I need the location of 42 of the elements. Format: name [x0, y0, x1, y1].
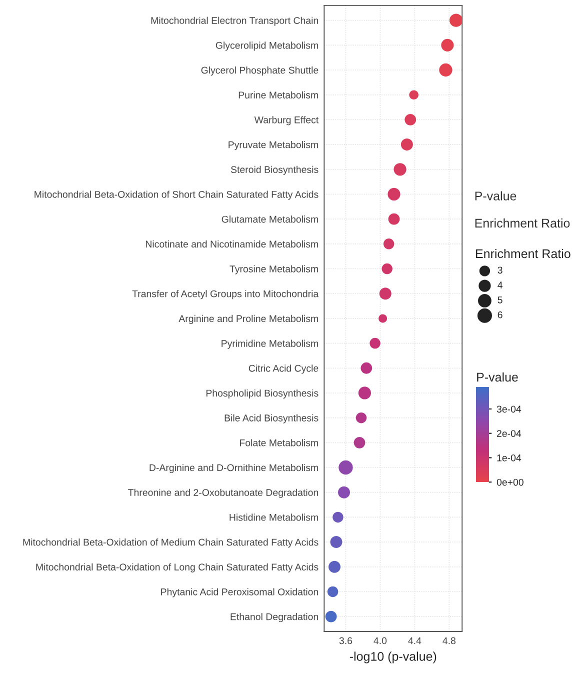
x-axis-title: -log10 (p-value) — [350, 652, 436, 664]
x-tick-label: 4.0 — [374, 637, 387, 644]
color-bar-label: 3e-04 — [496, 406, 522, 413]
y-tick-label: Mitochondrial Beta-Oxidation of Medium Chain Saturated Fatty Acids — [23, 538, 318, 548]
y-tick-label: Transfer of Acetyl Groups into Mitochondria — [132, 290, 319, 300]
x-tick-label: 4.4 — [408, 637, 422, 644]
y-tick-label: Glutamate Metabolism — [222, 216, 318, 223]
text: P-value — [475, 191, 516, 200]
legend-label: 3 — [498, 266, 502, 274]
y-tick-label: Mitochondrial Electron Transport Chain — [151, 16, 318, 26]
legend-label: 6 — [498, 311, 502, 318]
y-tick-label: Steroid Biosynthesis — [230, 166, 318, 175]
y-tick-label: Arginine and Proline Metabolism — [178, 314, 318, 324]
y-tick-label: Mitochondrial Beta-Oxidation of Long Chain Saturated Fatty Acids — [36, 563, 318, 572]
y-tick-label: Histidine Metabolism — [230, 514, 318, 521]
y-tick-label: Pyrimidine Metabolism — [222, 340, 318, 349]
y-tick-label: Folate Metabolism — [240, 439, 318, 446]
y-tick-label: Citric Acid Cycle — [248, 364, 318, 374]
y-tick-label: Phytanic Acid Peroxisomal Oxidation — [161, 588, 318, 598]
x-tick-label: 3.6 — [339, 637, 352, 644]
y-tick-label: Purine Metabolism — [238, 91, 318, 98]
y-tick-label: D-Arginine and D-Ornithine Metabolism — [150, 464, 318, 474]
y-tick-label: Pyruvate Metabolism — [228, 141, 318, 150]
y-tick-label: Mitochondrial Beta-Oxidation of Short Chain Saturated Fatty Acids — [34, 190, 318, 200]
legend-label: 5 — [498, 296, 502, 304]
y-tick-label: Phospholipid Biosynthesis — [206, 389, 318, 399]
color-bar-title: P-value — [477, 372, 518, 382]
y-tick-label: Threonine and 2-Oxobutanoate Degradation — [128, 488, 318, 498]
y-tick-label: Warburg Effect — [254, 116, 319, 126]
color-bar-label: 2e-04 — [497, 430, 522, 437]
y-tick-label: Nicotinate and Nicotinamide Metabolism — [146, 240, 318, 248]
y-tick-label: Tyrosine Metabolism — [230, 265, 318, 274]
color-bar-label: 1e-04 — [497, 454, 522, 462]
y-tick-label: Bile Acid Biosynthesis — [224, 414, 318, 424]
y-tick-label: Ethanol Degradation — [230, 613, 318, 622]
y-tick-label: Glycerolipid Metabolism — [216, 42, 318, 51]
color-bar-label: 0e+00 — [496, 478, 524, 486]
x-tick-label: 4.8 — [442, 637, 456, 644]
legend-label: 4 — [498, 282, 502, 288]
legend-title: Enrichment Ratio — [476, 248, 570, 258]
y-tick-label: Glycerol Phosphate Shuttle — [201, 66, 318, 76]
text: Enrichment Ratio — [475, 218, 570, 228]
